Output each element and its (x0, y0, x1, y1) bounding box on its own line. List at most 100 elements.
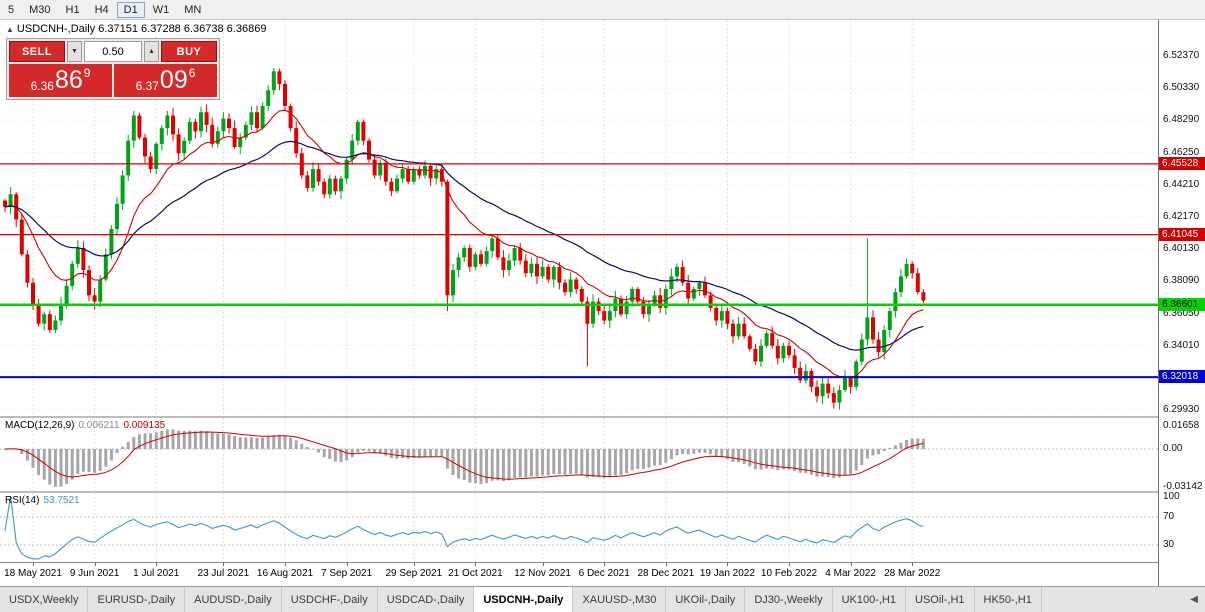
date-label: 1 Jul 2021 (133, 568, 180, 579)
tab-uk100-h1[interactable]: UK100-,H1 (833, 587, 906, 612)
timeframe-button-d1[interactable]: D1 (116, 1, 145, 18)
date-tick-mark (665, 563, 667, 566)
rsi-axis-label: 30 (1163, 539, 1175, 550)
rsi-indicator-panel: RSI(14) 53.7521 (0, 493, 1158, 562)
date-tick-mark (33, 563, 34, 566)
symbol-tabbar: USDX,Weekly EURUSD-,Daily AUDUSD-,Daily USD… (0, 586, 1205, 612)
date-axis[interactable]: 18 May 2021 9 Jun 2021 1 Jul 2021 23 Jul 20… (0, 562, 1158, 586)
tab-usoil-h1[interactable]: USOil-,H1 (906, 587, 975, 612)
price-tick-label: 6.48290 (1163, 114, 1200, 126)
date-label: 4 Mar 2022 (825, 568, 876, 579)
timeframe-button-w1[interactable]: W1 (152, 3, 170, 16)
date-tick-mark (156, 563, 158, 566)
timeframe-button-mn[interactable]: MN (184, 3, 202, 16)
buy-button[interactable]: BUY (161, 41, 217, 62)
tab-dj30-weekly[interactable]: DJ30-,Weekly (745, 587, 833, 612)
date-label: 19 Jan 2022 (699, 568, 755, 579)
rsi-axis-label: 100 (1163, 491, 1180, 502)
date-label: 9 Jun 2021 (69, 568, 120, 579)
timeframe-button-h1[interactable]: H1 (65, 3, 80, 16)
buy-price-small: 6.37 (135, 79, 159, 93)
price-chart-canvas[interactable] (0, 20, 1158, 416)
date-tick-mark (94, 563, 96, 566)
date-label: 12 Nov 2021 (514, 568, 571, 579)
sell-button[interactable]: SELL (9, 41, 65, 62)
volume-stepper-down[interactable]: ▼ (67, 41, 82, 62)
date-tick-mark (912, 563, 914, 566)
tab-audusd-daily[interactable]: AUDUSD-,Daily (185, 587, 282, 612)
date-tick-mark (604, 563, 606, 566)
price-tick-label: 6.38090 (1163, 275, 1200, 287)
tab-usdcnh-daily[interactable]: USDCNH-,Daily (474, 587, 574, 612)
tab-usdx-weekly[interactable]: USDX,Weekly (0, 587, 89, 612)
date-label: 28 Dec 2021 (637, 568, 695, 579)
date-tick-mark (223, 563, 225, 566)
sell-price-display[interactable]: 6.36 86 9 (9, 64, 112, 97)
date-tick-mark (789, 563, 790, 566)
price-chart-panel: ▲ USDCNH-,Daily 6.37151 6.37288 6.36738 6… (0, 20, 1158, 416)
date-tick-mark (850, 563, 852, 566)
macd-axis-label: -0.03142 (1163, 481, 1203, 492)
tab-hk50-h1[interactable]: HK50-,H1 (975, 587, 1042, 612)
sell-price-small: 6.36 (30, 79, 54, 93)
rsi-chart-canvas[interactable] (0, 493, 1158, 562)
date-tick-mark (413, 563, 415, 566)
tab-xauusd-m30[interactable]: XAUUSD-,M30 (573, 587, 667, 612)
price-level-badge: 6.36601 (1159, 297, 1205, 311)
rsi-axis-label: 70 (1163, 511, 1175, 522)
tab-usdcad-daily[interactable]: USDCAD-,Daily (378, 587, 475, 612)
price-tick-label: 6.42170 (1163, 210, 1200, 222)
date-label: 7 Sep 2021 (321, 568, 373, 579)
macd-axis-label: 0.00 (1163, 443, 1183, 454)
timeframe-toolbar: 5 M30 H1 H4 D1 W1 MN (0, 0, 1205, 20)
panel-splitter[interactable] (0, 491, 1158, 493)
date-tick-mark (475, 563, 477, 566)
date-label: 21 Oct 2021 (448, 568, 503, 579)
buy-price-display[interactable]: 6.37 09 6 (114, 64, 217, 97)
collapse-chart-icon[interactable]: ▲ (6, 25, 14, 34)
sell-price-big: 86 (54, 66, 83, 94)
date-tick-mark (727, 563, 729, 566)
macd-label: MACD(12,26,9) 0.006211 0.009135 (5, 420, 166, 431)
chart-symbol-label: USDCNH-,Daily (16, 23, 96, 35)
price-axis[interactable]: 6.52370 6.50330 6.48290 6.46250 6.44210 6.421… (1158, 20, 1205, 586)
volume-stepper-up[interactable]: ▲ (144, 41, 159, 62)
volume-input[interactable] (84, 41, 142, 62)
price-tick-label: 6.46250 (1163, 146, 1200, 158)
timeframe-button-5[interactable]: 5 (8, 3, 15, 16)
macd-indicator-panel: MACD(12,26,9) 0.006211 0.009135 (0, 418, 1158, 491)
timeframe-button-h4[interactable]: H4 (94, 3, 109, 16)
one-click-trading-widget: SELL ▼ ▲ BUY 6.36 86 9 6.37 (6, 38, 220, 100)
chart-ohlc-values: 6.37151 6.37288 6.36738 6.36869 (98, 23, 267, 35)
price-tick-label: 6.40130 (1163, 243, 1200, 255)
date-tick-mark (346, 563, 348, 566)
price-tick-label: 6.52370 (1163, 50, 1200, 61)
price-level-badge: 6.41045 (1159, 227, 1205, 241)
tab-ukoil-daily[interactable]: UKOil-,Daily (666, 587, 746, 612)
tab-scroll-left-icon[interactable]: ◀ (1190, 594, 1198, 605)
price-tick-label: 6.29930 (1163, 404, 1200, 415)
price-level-badge: 6.45528 (1159, 156, 1205, 170)
price-tick-label: 6.34010 (1163, 339, 1200, 351)
tab-usdchf-daily[interactable]: USDCHF-,Daily (282, 587, 378, 612)
price-tick-label: 6.50330 (1163, 82, 1200, 94)
rsi-label: RSI(14) 53.7521 (5, 495, 80, 506)
date-label: 16 Aug 2021 (256, 568, 314, 579)
macd-axis-label: 0.01658 (1163, 420, 1200, 431)
price-tick-label: 6.44210 (1163, 178, 1200, 190)
date-label: 18 May 2021 (4, 568, 62, 579)
chart-title: ▲ USDCNH-,Daily 6.37151 6.37288 6.36738 6… (6, 23, 266, 35)
date-tick-mark (285, 563, 286, 566)
timeframe-button-m30[interactable]: M30 (29, 3, 51, 16)
buy-price-sup: 6 (188, 66, 196, 80)
date-label: 28 Mar 2022 (884, 568, 941, 579)
panel-splitter[interactable] (0, 416, 1158, 418)
chart-area: ▲ USDCNH-,Daily 6.37151 6.37288 6.36738 6… (0, 20, 1205, 586)
tab-eurusd-daily[interactable]: EURUSD-,Daily (88, 587, 186, 612)
date-tick-mark (542, 563, 544, 566)
chart-plots: ▲ USDCNH-,Daily 6.37151 6.37288 6.36738 6… (0, 20, 1158, 586)
macd-chart-canvas[interactable] (0, 418, 1158, 491)
date-label: 10 Feb 2022 (760, 568, 818, 579)
rsi-value: 53.7521 (43, 495, 80, 506)
